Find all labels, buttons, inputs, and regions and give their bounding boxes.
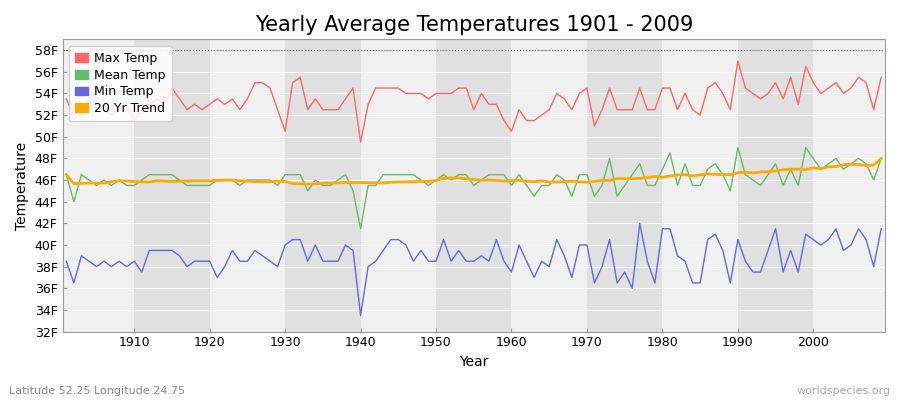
Bar — [814, 39, 889, 332]
Y-axis label: Temperature: Temperature — [15, 141, 29, 230]
Text: worldspecies.org: worldspecies.org — [796, 386, 891, 396]
Bar — [58, 39, 134, 332]
Bar — [361, 39, 436, 332]
Bar — [134, 39, 210, 332]
Bar — [587, 39, 662, 332]
Bar — [436, 39, 511, 332]
Legend: Max Temp, Mean Temp, Min Temp, 20 Yr Trend: Max Temp, Mean Temp, Min Temp, 20 Yr Tre… — [68, 46, 172, 121]
Title: Yearly Average Temperatures 1901 - 2009: Yearly Average Temperatures 1901 - 2009 — [255, 15, 693, 35]
X-axis label: Year: Year — [459, 355, 489, 369]
Bar — [210, 39, 285, 332]
Text: Latitude 52.25 Longitude 24.75: Latitude 52.25 Longitude 24.75 — [9, 386, 185, 396]
Bar — [662, 39, 738, 332]
Bar — [285, 39, 361, 332]
Bar — [511, 39, 587, 332]
Bar — [738, 39, 814, 332]
